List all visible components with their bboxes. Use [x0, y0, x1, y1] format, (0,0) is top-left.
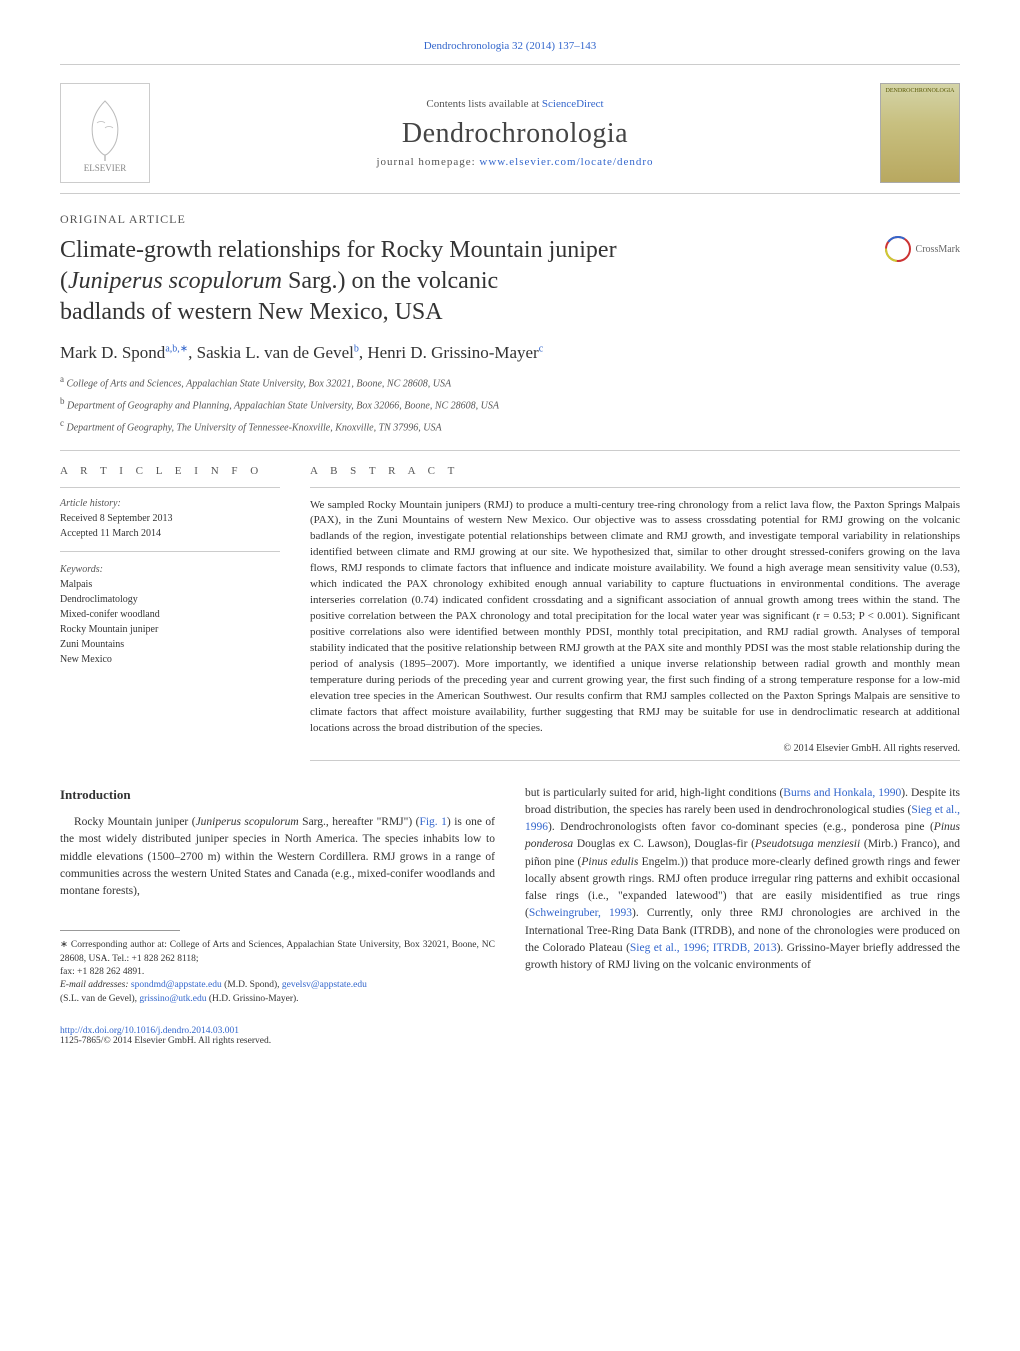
affiliation-a: a College of Arts and Sciences, Appalach…	[60, 373, 960, 391]
email-link-1[interactable]: spondmd@appstate.edu	[131, 980, 222, 990]
received-date: Received 8 September 2013	[60, 511, 280, 526]
top-rule	[60, 64, 960, 65]
abstract-copyright: © 2014 Elsevier GmbH. All rights reserve…	[310, 743, 960, 754]
homepage-link[interactable]: www.elsevier.com/locate/dendro	[479, 156, 653, 168]
body-col-right: but is particularly suited for arid, hig…	[525, 785, 960, 1006]
page-footer: http://dx.doi.org/10.1016/j.dendro.2014.…	[60, 1026, 960, 1046]
fig-1-ref[interactable]: Fig. 1	[419, 816, 446, 828]
elsevier-logo: ELSEVIER	[60, 83, 150, 183]
keywords-label: Keywords:	[60, 564, 280, 575]
journal-citation: Dendrochronologia 32 (2014) 137–143	[60, 40, 960, 52]
article-title: Climate-growth relationships for Rocky M…	[60, 235, 617, 329]
doi-link[interactable]: http://dx.doi.org/10.1016/j.dendro.2014.…	[60, 1026, 239, 1036]
journal-header-row: ELSEVIER Contents lists available at Sci…	[60, 83, 960, 183]
accepted-date: Accepted 11 March 2014	[60, 526, 280, 541]
body-col-left: Introduction Rocky Mountain juniper (Jun…	[60, 785, 495, 1006]
email-link-3[interactable]: grissino@utk.edu	[139, 994, 206, 1004]
tree-icon	[75, 93, 135, 163]
intro-heading: Introduction	[60, 785, 495, 805]
abstract-col: A B S T R A C T We sampled Rocky Mountai…	[310, 465, 960, 761]
article-type: ORIGINAL ARTICLE	[60, 212, 960, 227]
cite-sieg-2[interactable]: Sieg et al., 1996; ITRDB, 2013	[630, 942, 777, 954]
issn-copyright: 1125-7865/© 2014 Elsevier GmbH. All righ…	[60, 1036, 271, 1046]
corresponding-author: ∗ Corresponding author at: College of Ar…	[60, 939, 495, 979]
email-link-2[interactable]: gevelsv@appstate.edu	[282, 980, 367, 990]
keywords-list: Malpais Dendroclimatology Mixed-conifer …	[60, 577, 280, 667]
journal-title: Dendrochronologia	[150, 118, 880, 150]
affiliation-c: c Department of Geography, The Universit…	[60, 417, 960, 435]
journal-cover-thumb: DENDROCHRONOLOGIA	[880, 83, 960, 183]
cite-burns[interactable]: Burns and Honkala, 1990	[783, 787, 901, 799]
species-name: Juniperus scopulorum	[68, 268, 282, 294]
abstract-text: We sampled Rocky Mountain junipers (RMJ)…	[310, 498, 960, 737]
crossmark-badge[interactable]: CrossMark	[884, 235, 960, 263]
authors-line: Mark D. Sponda,b,∗, Saskia L. van de Gev…	[60, 343, 960, 363]
footnote-rule	[60, 930, 180, 931]
journal-title-block: Contents lists available at ScienceDirec…	[150, 98, 880, 168]
contents-line: Contents lists available at ScienceDirec…	[150, 98, 880, 110]
article-info-heading: A R T I C L E I N F O	[60, 465, 280, 477]
affiliation-b: b Department of Geography and Planning, …	[60, 395, 960, 413]
article-info-col: A R T I C L E I N F O Article history: R…	[60, 465, 280, 761]
journal-homepage: journal homepage: www.elsevier.com/locat…	[150, 156, 880, 168]
header-rule	[60, 193, 960, 194]
email-addresses: E-mail addresses: spondmd@appstate.edu (…	[60, 979, 495, 1006]
sciencedirect-link[interactable]: ScienceDirect	[542, 98, 604, 110]
crossmark-icon	[884, 235, 912, 263]
pre-abstract-rule	[60, 450, 960, 451]
history-label: Article history:	[60, 498, 280, 509]
intro-para-1: Rocky Mountain juniper (Juniperus scopul…	[60, 814, 495, 900]
intro-para-1-cont: but is particularly suited for arid, hig…	[525, 785, 960, 975]
publisher-name: ELSEVIER	[84, 163, 127, 173]
cite-schweingruber[interactable]: Schweingruber, 1993	[529, 907, 632, 919]
abstract-heading: A B S T R A C T	[310, 465, 960, 477]
